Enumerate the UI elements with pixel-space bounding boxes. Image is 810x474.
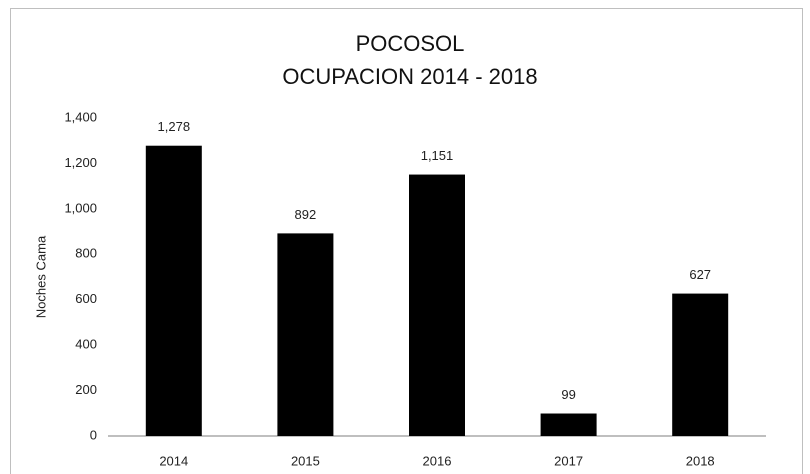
data-label: 1,278: [158, 119, 191, 134]
y-tick-label: 600: [75, 291, 97, 306]
y-tick-label: 800: [75, 246, 97, 261]
x-tick-label: 2015: [291, 453, 320, 468]
x-tick-label: 2016: [423, 453, 452, 468]
data-label: 1,151: [421, 148, 454, 163]
x-tick-label: 2017: [554, 453, 583, 468]
bar: [145, 145, 202, 436]
y-tick-label: 1,200: [64, 155, 97, 170]
chart-title: POCOSOL: [356, 31, 465, 56]
data-label: 892: [295, 207, 317, 222]
data-label: 627: [689, 267, 711, 282]
x-tick-label: 2018: [686, 453, 715, 468]
y-tick-label: 0: [90, 427, 97, 442]
bar: [672, 293, 729, 436]
bar: [277, 233, 334, 436]
y-tick-label: 400: [75, 337, 97, 352]
x-tick-label: 2014: [159, 453, 188, 468]
y-tick-label: 200: [75, 382, 97, 397]
y-axis-label: Noches Cama: [33, 235, 48, 318]
y-tick-label: 1,400: [64, 109, 97, 124]
bar: [409, 174, 465, 436]
chart-subtitle: OCUPACION 2014 - 2018: [282, 64, 537, 89]
chart-border: [10, 8, 803, 474]
y-tick-label: 1,000: [64, 200, 97, 215]
data-label: 99: [561, 387, 575, 402]
bar: [540, 413, 597, 436]
